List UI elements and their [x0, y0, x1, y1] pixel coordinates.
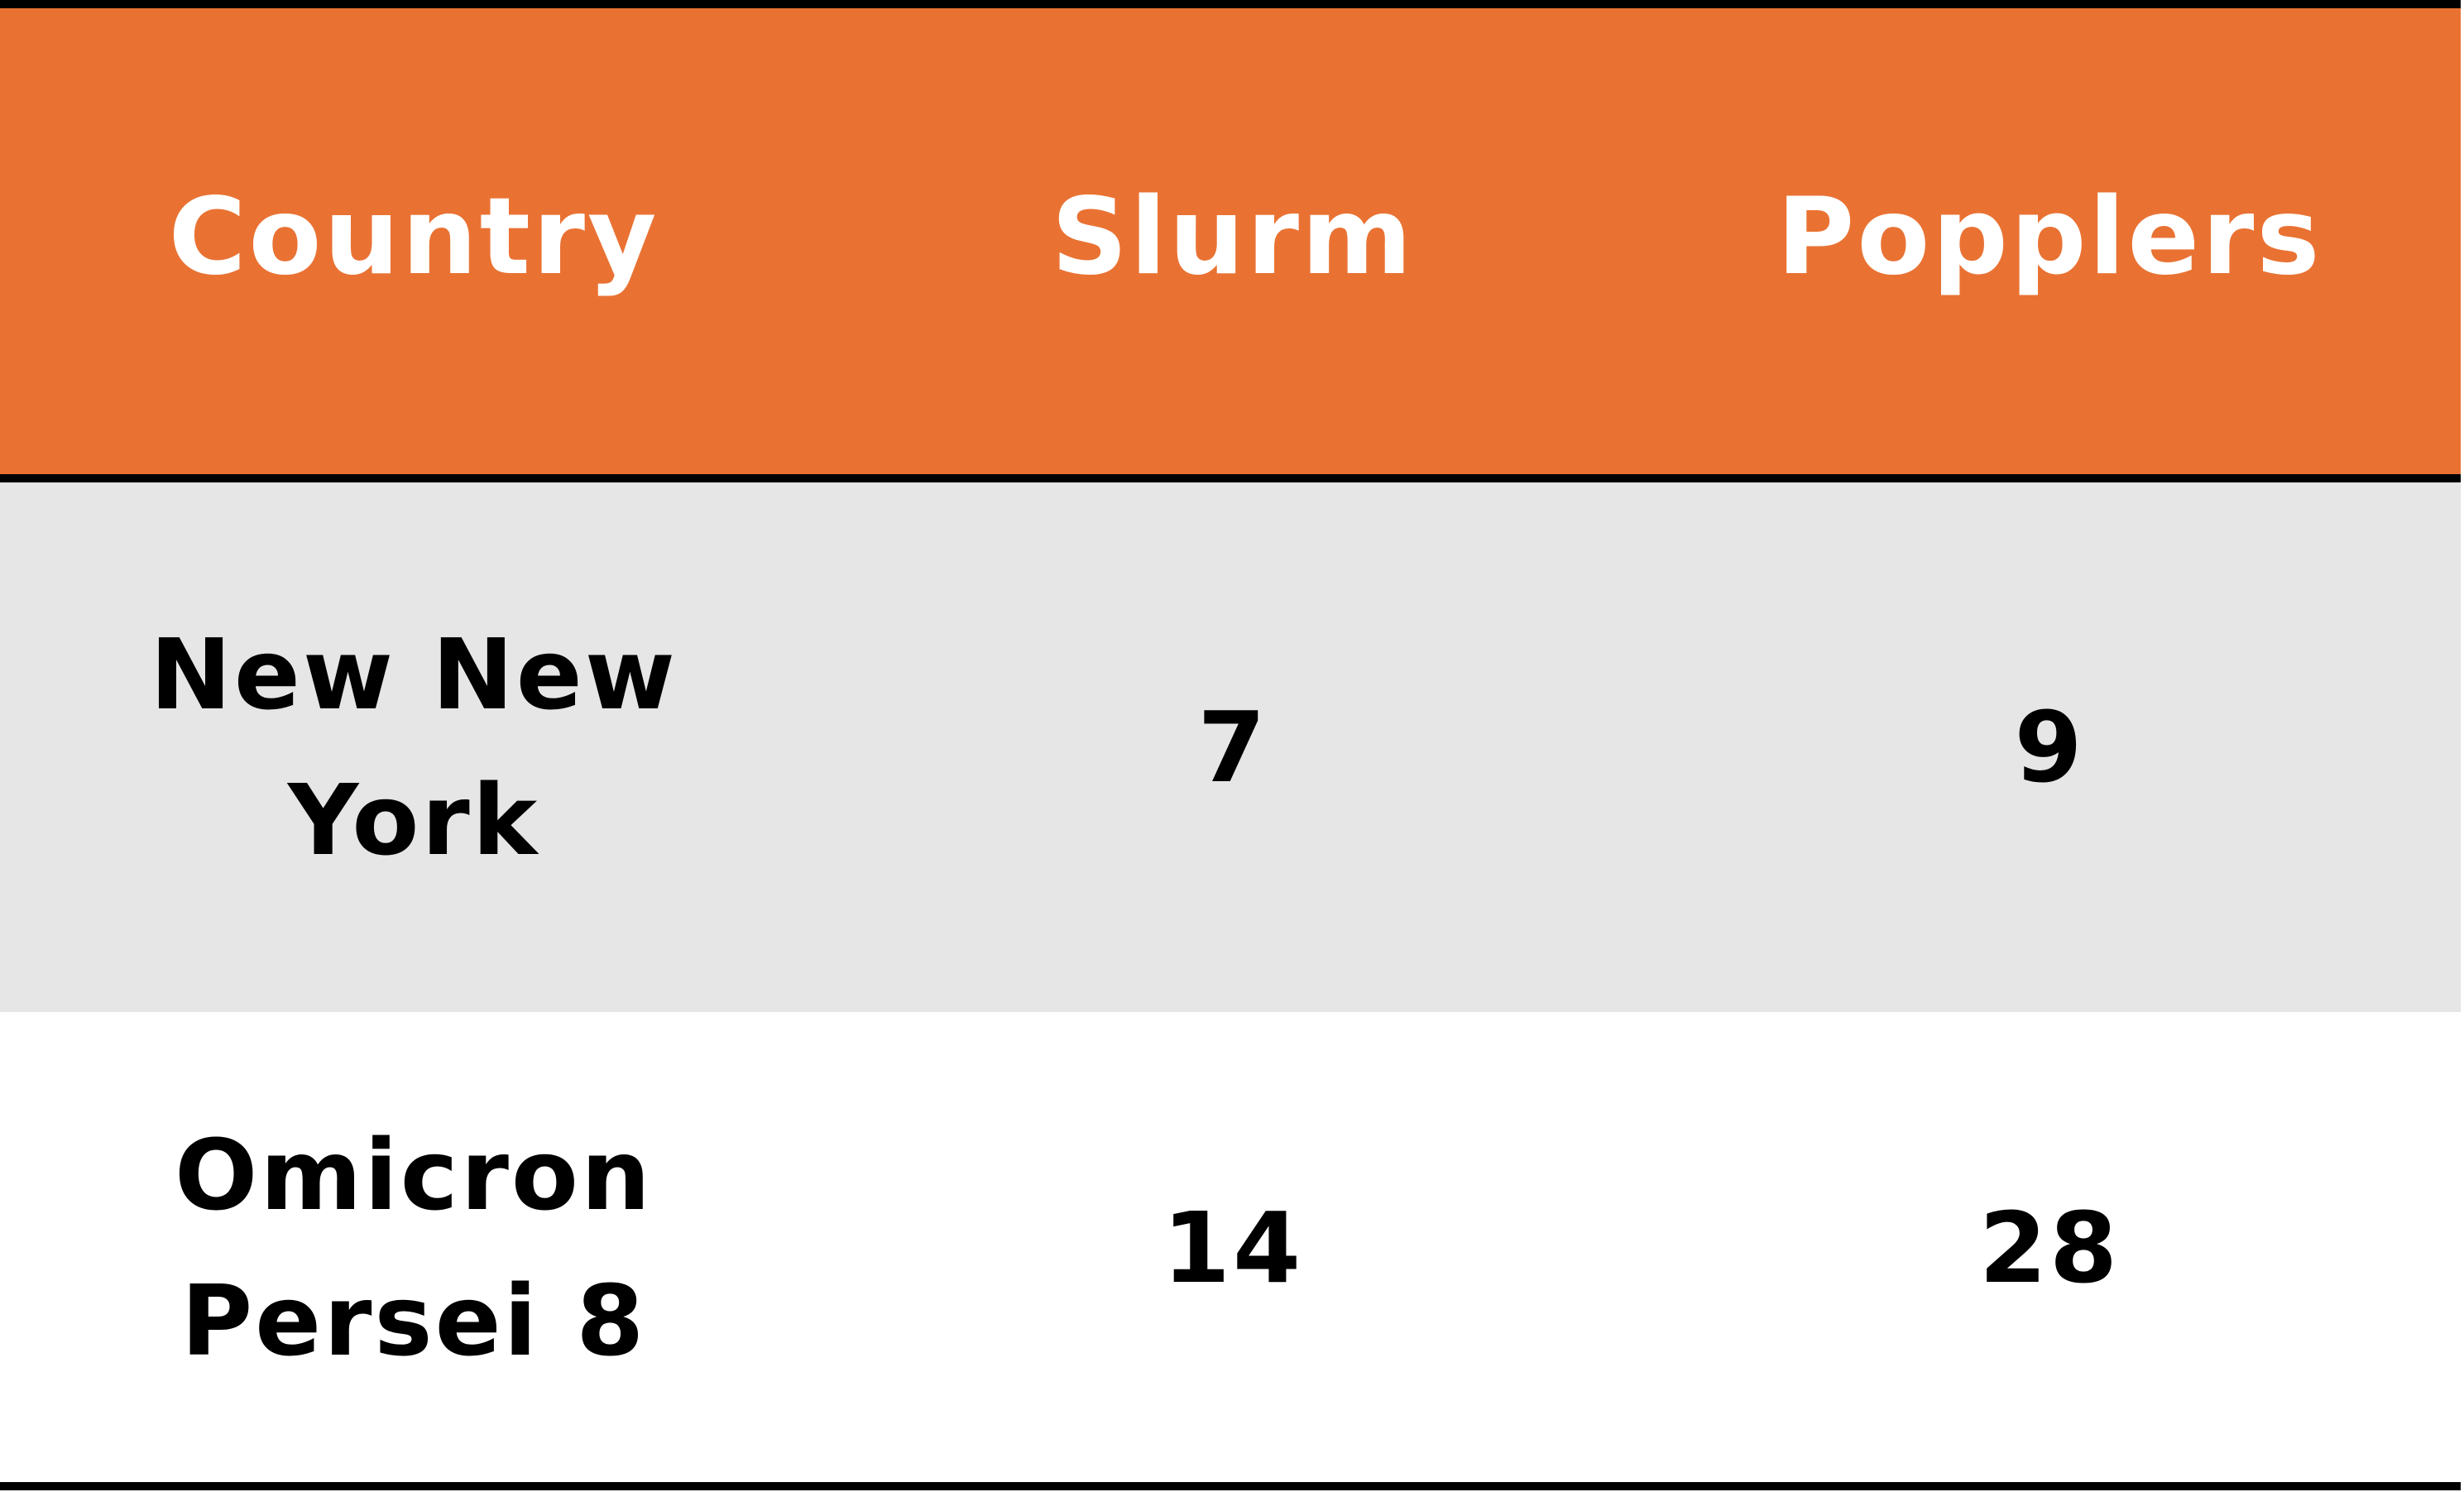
table-row: Omicron Persei 8 14 28 [0, 1012, 2461, 1484]
cell-popplers: 9 [1638, 482, 2461, 1012]
table-row: New New York 7 9 [0, 482, 2461, 1012]
cell-country: New New York [0, 482, 827, 1012]
column-header-popplers: Popplers [1638, 0, 2461, 482]
header-rule [0, 474, 2461, 482]
top-rule [0, 0, 2461, 8]
cell-slurm: 7 [827, 482, 1638, 1012]
column-header-country: Country [0, 0, 827, 482]
cell-popplers: 28 [1638, 1012, 2461, 1484]
cell-slurm: 14 [827, 1012, 1638, 1484]
column-header-slurm: Slurm [827, 0, 1638, 482]
cell-country: Omicron Persei 8 [0, 1012, 827, 1484]
table-header-row: Country Slurm Popplers [0, 0, 2461, 482]
bottom-rule [0, 1482, 2461, 1490]
